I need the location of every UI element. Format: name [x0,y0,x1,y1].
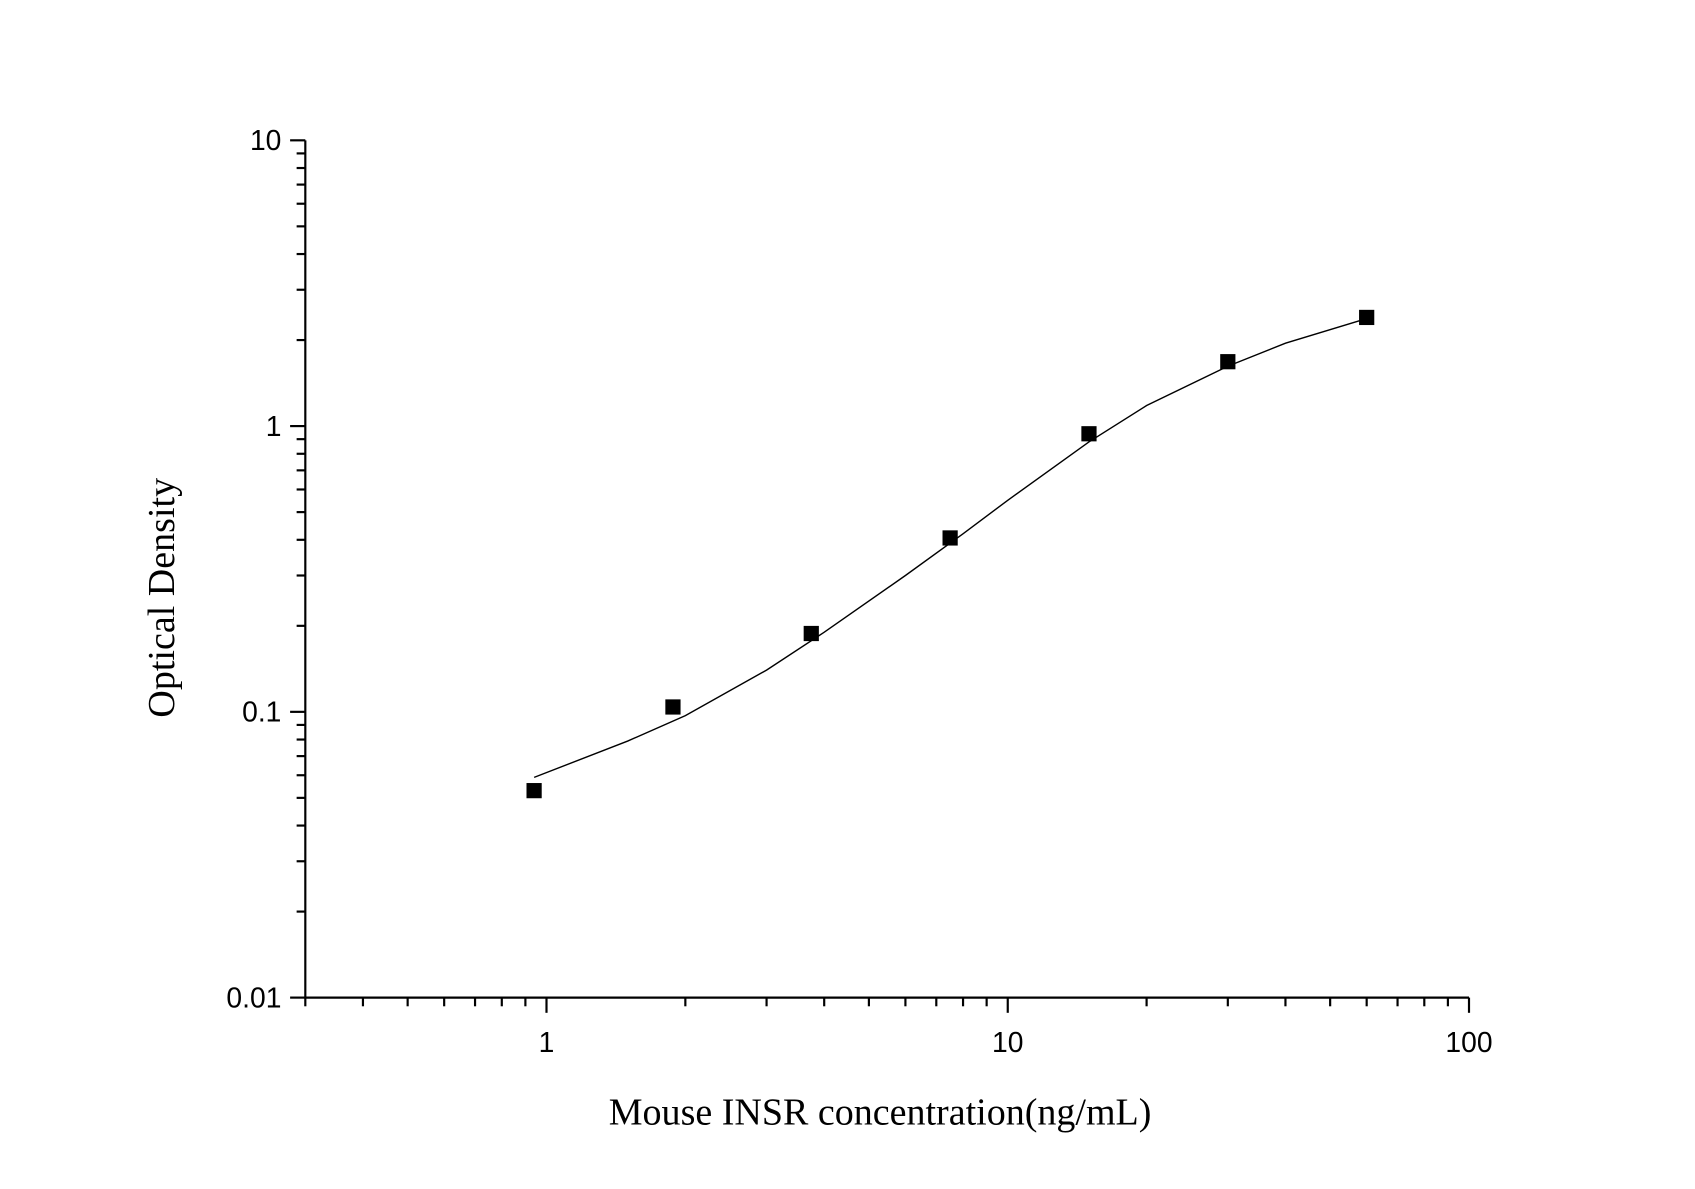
y-tick-label: 0.1 [242,696,281,728]
data-point [803,625,819,642]
x-tick-label: 1 [539,1026,555,1058]
data-point [1359,309,1375,326]
data-point [942,530,958,546]
data-point [1081,426,1097,442]
x-tick-label: 100 [1445,1026,1492,1058]
x-axis-title: Mouse INSR concentration(ng/mL) [609,1092,1152,1134]
y-tick-label: 1 [266,410,282,442]
fit-curve [533,317,1367,779]
data-point [1220,354,1236,370]
y-tick-label: 0.01 [226,981,281,1013]
y-axis-title: Optical Density [141,478,183,718]
x-tick-label: 10 [992,1026,1023,1058]
y-tick-label: 10 [250,124,281,156]
data-point [526,783,542,799]
data-point [665,699,681,715]
